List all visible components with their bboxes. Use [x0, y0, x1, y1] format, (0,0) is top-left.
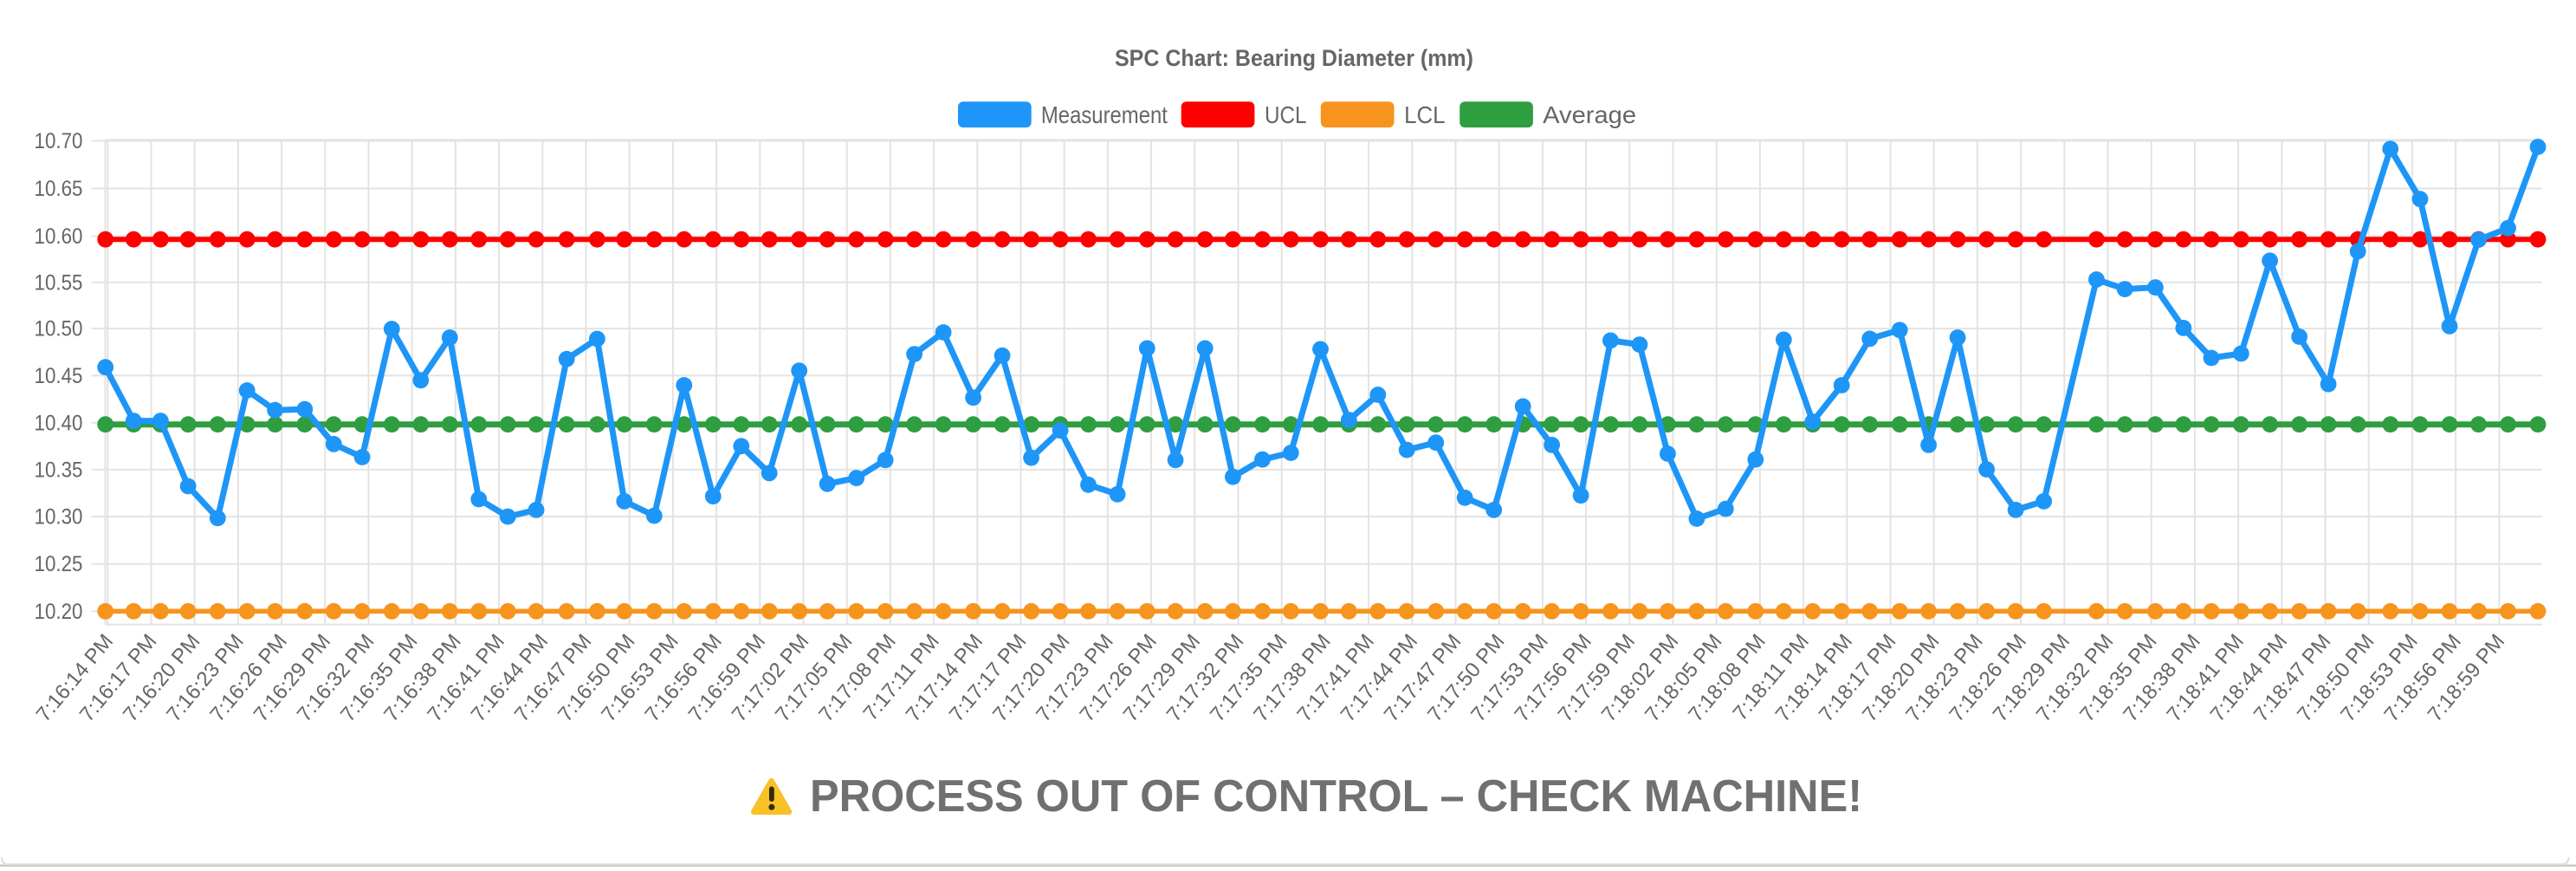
svg-text:10.50: 10.50: [35, 317, 83, 341]
svg-text:PROCESS OUT OF CONTROL – CHECK: PROCESS OUT OF CONTROL – CHECK MACHINE!: [810, 771, 1862, 822]
svg-text:LCL: LCL: [1404, 101, 1445, 128]
svg-text:10.30: 10.30: [35, 505, 83, 530]
svg-text:10.60: 10.60: [35, 224, 83, 249]
svg-text:10.65: 10.65: [35, 177, 83, 201]
svg-text:10.40: 10.40: [35, 411, 83, 435]
svg-text:UCL: UCL: [1265, 101, 1307, 128]
svg-text:10.70: 10.70: [35, 129, 83, 153]
svg-text:10.55: 10.55: [35, 270, 83, 295]
svg-text:10.25: 10.25: [35, 552, 83, 576]
svg-text:10.20: 10.20: [35, 600, 83, 624]
svg-text:Measurement: Measurement: [1041, 101, 1168, 128]
svg-text:10.45: 10.45: [35, 364, 83, 388]
svg-text:SPC Chart: Bearing Diameter (m: SPC Chart: Bearing Diameter (mm): [1115, 45, 1473, 71]
svg-text:Average: Average: [1543, 101, 1636, 128]
svg-text:10.35: 10.35: [35, 458, 83, 482]
